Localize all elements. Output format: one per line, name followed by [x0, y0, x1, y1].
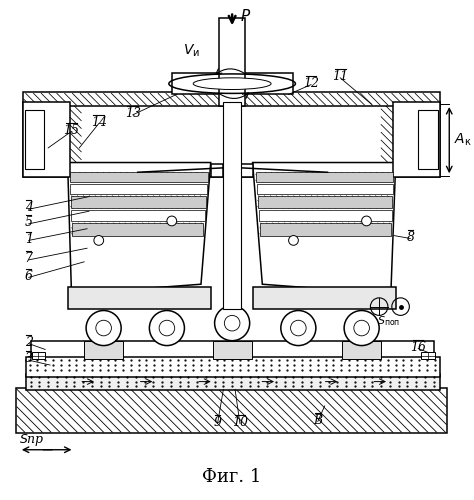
Polygon shape	[223, 102, 241, 308]
Text: 4: 4	[25, 202, 33, 214]
Polygon shape	[72, 223, 203, 235]
Polygon shape	[172, 73, 293, 94]
Text: 7: 7	[25, 252, 33, 265]
Text: 11: 11	[332, 70, 348, 83]
Polygon shape	[70, 184, 207, 194]
Text: 2: 2	[25, 336, 33, 349]
Text: $S_{\rm поп}$: $S_{\rm поп}$	[377, 314, 401, 328]
Polygon shape	[253, 162, 396, 294]
Polygon shape	[256, 184, 393, 194]
Polygon shape	[31, 340, 434, 359]
Polygon shape	[23, 102, 439, 177]
Text: $S$пр: $S$пр	[19, 432, 45, 448]
Circle shape	[149, 310, 184, 346]
Polygon shape	[253, 287, 396, 308]
Polygon shape	[418, 110, 438, 170]
Text: 6: 6	[25, 270, 33, 282]
Circle shape	[362, 216, 371, 226]
Polygon shape	[71, 196, 206, 208]
Polygon shape	[16, 388, 447, 433]
Circle shape	[281, 310, 316, 346]
Text: Фиг. 1: Фиг. 1	[202, 468, 262, 486]
Polygon shape	[70, 172, 208, 182]
Ellipse shape	[193, 78, 271, 90]
Polygon shape	[260, 223, 392, 235]
Polygon shape	[84, 340, 123, 359]
Polygon shape	[26, 357, 439, 376]
Polygon shape	[68, 287, 211, 308]
Text: 8: 8	[406, 230, 414, 243]
Text: 3: 3	[25, 352, 33, 366]
Text: 15: 15	[64, 124, 80, 136]
Polygon shape	[421, 352, 435, 359]
Polygon shape	[259, 210, 392, 221]
Polygon shape	[241, 164, 253, 177]
Circle shape	[167, 216, 177, 226]
Circle shape	[344, 310, 379, 346]
Polygon shape	[26, 374, 439, 390]
Polygon shape	[71, 210, 204, 221]
Text: 1: 1	[25, 232, 33, 245]
Polygon shape	[25, 110, 44, 170]
Text: 13: 13	[125, 107, 141, 120]
Text: $P$: $P$	[240, 8, 251, 24]
Polygon shape	[32, 352, 45, 359]
Polygon shape	[342, 340, 381, 359]
Polygon shape	[258, 196, 392, 208]
Text: 16: 16	[410, 340, 426, 353]
Polygon shape	[393, 102, 439, 177]
Circle shape	[215, 306, 250, 340]
Text: 9: 9	[213, 416, 221, 428]
Text: 5: 5	[25, 216, 33, 229]
Circle shape	[94, 236, 104, 246]
Circle shape	[289, 236, 298, 246]
Polygon shape	[23, 102, 70, 177]
Polygon shape	[213, 340, 252, 359]
Text: $A_{\rm к}$: $A_{\rm к}$	[454, 132, 472, 148]
Polygon shape	[255, 172, 393, 182]
Polygon shape	[68, 162, 211, 294]
Text: 10: 10	[232, 416, 248, 428]
Text: B: B	[313, 414, 322, 426]
Text: $V_{\rm и}$: $V_{\rm и}$	[183, 42, 200, 59]
Circle shape	[86, 310, 121, 346]
Polygon shape	[211, 164, 223, 177]
Polygon shape	[219, 18, 245, 106]
Text: 12: 12	[303, 77, 319, 90]
Text: 14: 14	[91, 116, 107, 129]
Polygon shape	[23, 92, 439, 106]
